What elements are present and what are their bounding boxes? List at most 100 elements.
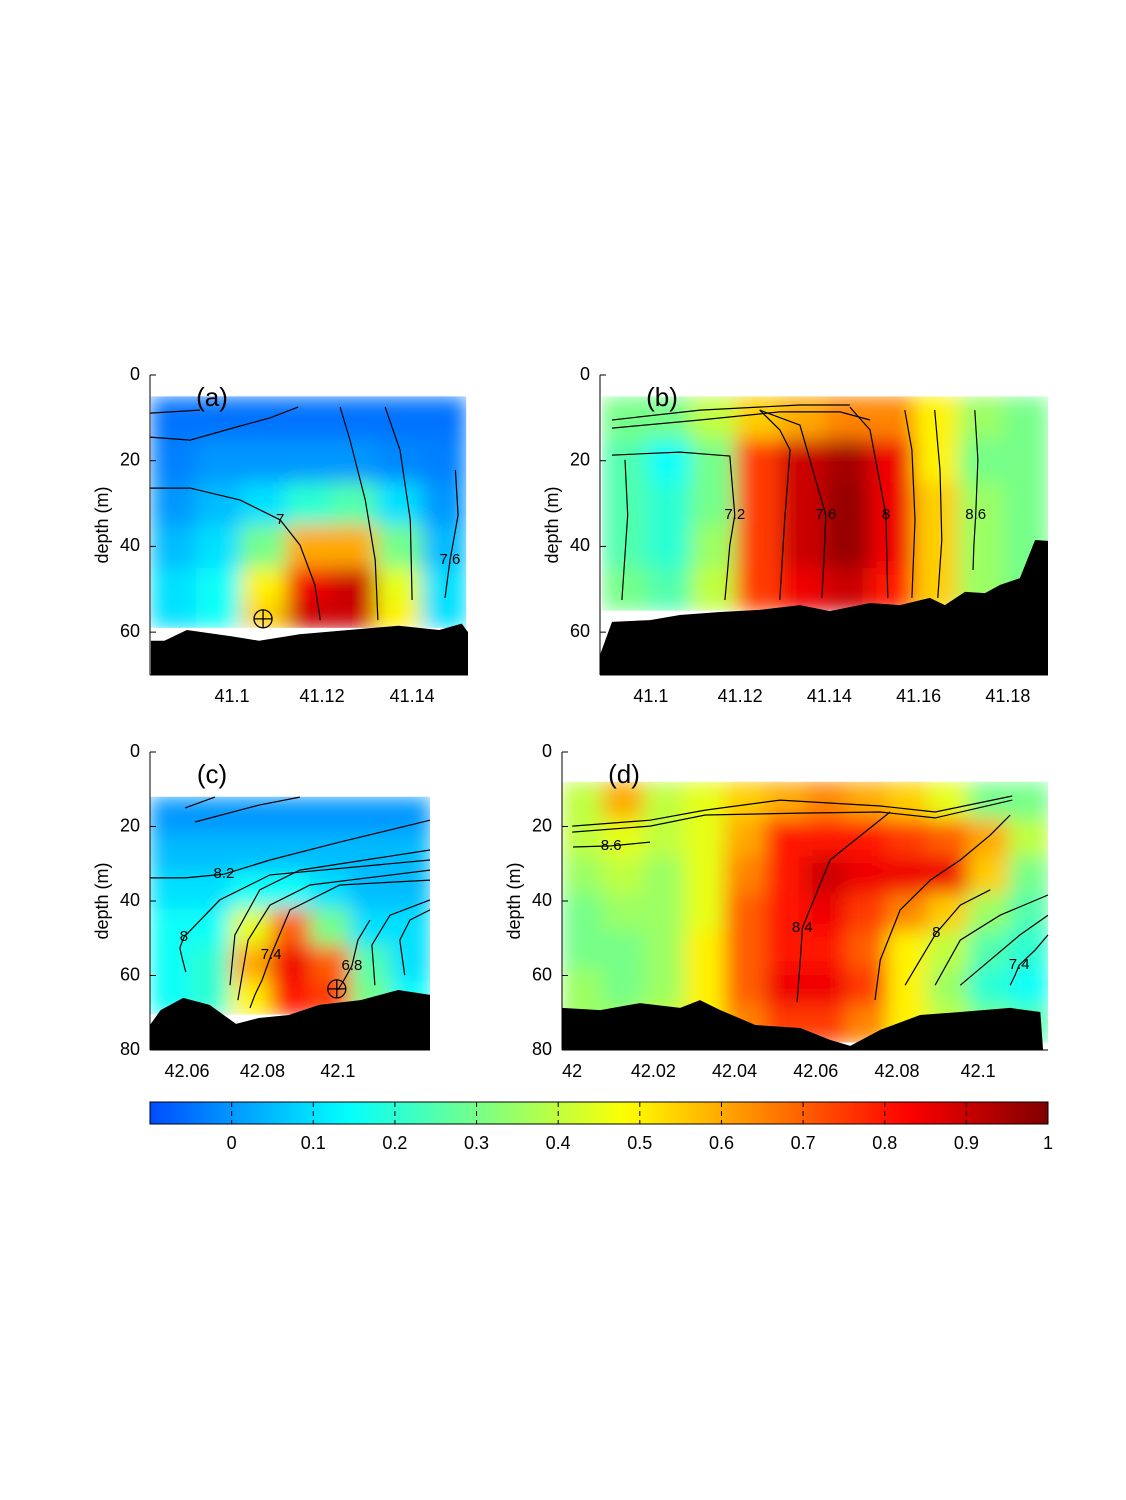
heatmap-cell (724, 930, 766, 969)
colorbar-tick-label: 0.3 (464, 1133, 489, 1153)
heatmap-cell (765, 930, 807, 969)
heatmap-cell (968, 819, 1010, 857)
heatmap-cell (805, 930, 847, 969)
heatmap-cell (1008, 893, 1048, 932)
heatmap-cell (286, 396, 332, 440)
heatmap-cell (914, 439, 960, 483)
heatmap-cell (735, 482, 781, 526)
heatmap-cell (735, 396, 781, 440)
x-tick-label: 41.12 (300, 686, 345, 706)
heatmap-cell (190, 908, 231, 947)
y-tick-label: 80 (120, 1039, 140, 1059)
heatmap-cell (310, 945, 351, 982)
heatmap-cell (691, 439, 737, 483)
contour-line (249, 879, 431, 1009)
contour-line (904, 409, 916, 598)
contour-line (934, 894, 1049, 986)
heatmap-cell (150, 525, 197, 569)
contour-line (611, 451, 736, 601)
heatmap-cell (805, 781, 847, 820)
contour-line (621, 459, 629, 601)
contour-label: 7 (276, 511, 284, 528)
colorbar-gradient (149, 1101, 1049, 1125)
heatmap-cell (390, 908, 430, 947)
heatmap-cell (421, 525, 467, 569)
bathymetry (150, 990, 430, 1050)
contour-line (184, 796, 216, 809)
heatmap-cell (869, 396, 915, 440)
heatmap-cell (886, 968, 929, 1006)
contour-line (179, 859, 431, 973)
heatmap-cell (780, 567, 826, 611)
heatmap-cell (914, 525, 960, 569)
heatmap-cell (376, 525, 422, 569)
heatmap-cell (376, 482, 422, 526)
contour-line (904, 889, 991, 986)
heatmap-cell (195, 567, 242, 603)
x-tick-label: 41.14 (390, 686, 435, 706)
heatmap-cell (195, 396, 242, 440)
heatmap-cell (643, 968, 685, 1006)
panel: 7 7.6 0 20 40 60 41.1 41.12 41.14 (a) depth (m) (92, 364, 468, 706)
heatmap-cell (421, 396, 467, 440)
heatmap-cell (646, 439, 692, 483)
heatmap-cell (230, 981, 271, 1015)
heatmap-cell (846, 930, 888, 969)
x-tick-label: 41.14 (807, 686, 852, 706)
heatmap-cell (643, 781, 685, 820)
heatmap-cell (643, 893, 685, 932)
contour-line (959, 914, 1049, 986)
heatmap-cell (195, 482, 242, 526)
y-axis-label: depth (m) (92, 486, 112, 563)
station-marker (327, 979, 347, 999)
contour-label: 8.4 (792, 919, 813, 936)
heatmap-cell (270, 871, 311, 910)
x-tick-label: 42.06 (164, 1061, 209, 1081)
heatmap-cell (270, 981, 311, 1015)
contour-line (194, 796, 300, 823)
heatmap-cell (602, 781, 644, 820)
heatmap-cell (286, 602, 332, 628)
x-tick-label: 41.18 (985, 686, 1030, 706)
panel-label: (d) (608, 759, 640, 789)
heatmap-cell (824, 439, 871, 483)
heatmap-cell (270, 796, 311, 835)
heatmap-cell (927, 968, 969, 1006)
heatmap-cell (286, 482, 332, 526)
heatmap-cell (190, 796, 231, 835)
colorbar-tick-label: 1 (1043, 1133, 1053, 1153)
heatmap-cell (421, 567, 467, 603)
heatmap-cell (824, 525, 871, 569)
heatmap (150, 796, 430, 1015)
y-tick-label: 0 (580, 364, 590, 384)
contour-line (934, 410, 943, 598)
y-tick-label: 40 (120, 535, 140, 555)
heatmap-cell (376, 602, 422, 628)
heatmap-cell (421, 602, 467, 628)
panel-label: (b) (646, 382, 678, 412)
colorbar: 0 0.1 0.2 0.3 0.4 0.5 0.6 0.7 0.8 0.9 1 (149, 1101, 1053, 1153)
heatmap-cell (230, 871, 271, 910)
heatmap-cell (376, 396, 422, 440)
heatmap-cell (914, 482, 960, 526)
heatmap-cells (150, 796, 430, 1015)
y-tick-label: 60 (120, 621, 140, 641)
contour-label: 6.8 (341, 957, 362, 974)
heatmap-cell (190, 833, 231, 872)
heatmap-cell (150, 602, 197, 628)
contour-line (149, 409, 201, 414)
heatmap-cell (683, 893, 726, 932)
contour-label: 8 (882, 506, 890, 523)
heatmap-cell (150, 908, 191, 947)
heatmap-cell (927, 856, 969, 895)
heatmap (150, 396, 467, 628)
heatmap-cell (765, 819, 807, 857)
y-tick-label: 0 (542, 741, 552, 761)
y-tick-label: 20 (120, 449, 140, 469)
x-tick-label: 42.08 (240, 1061, 285, 1081)
heatmap-cell (968, 893, 1010, 932)
heatmap-cell (824, 567, 871, 611)
heatmap-cell (958, 525, 1004, 569)
heatmap-cell (150, 482, 197, 526)
